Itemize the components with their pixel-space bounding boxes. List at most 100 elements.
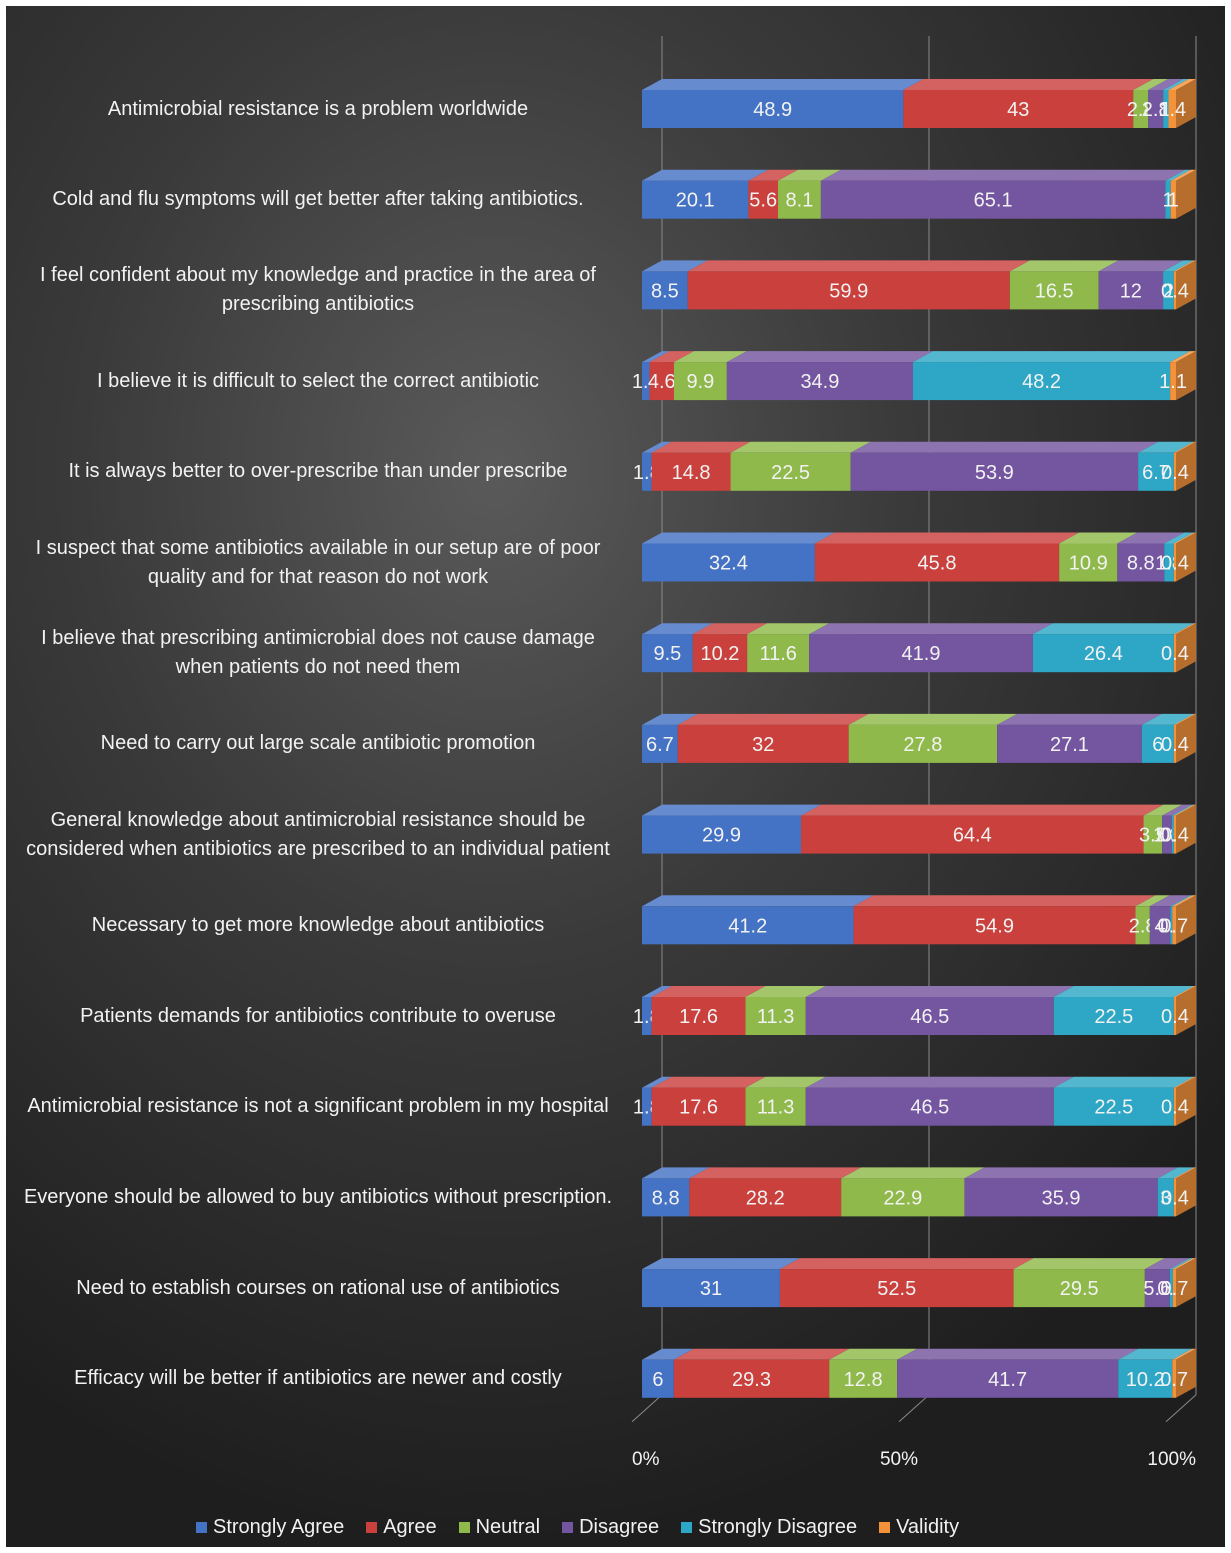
data-label: 0.4	[1161, 1006, 1189, 1028]
data-label: 9.9	[687, 371, 715, 393]
bar-segment: 0.4	[1161, 1167, 1196, 1217]
category-label: Antimicrobial resistance is a problem wo…	[107, 97, 529, 120]
legend-item: Agree	[366, 1516, 437, 1539]
bar-segment: 11.3	[745, 1076, 826, 1126]
data-label: 10.9	[1069, 553, 1108, 575]
bar-segment: 6.7	[1138, 441, 1194, 491]
data-label: 9.5	[653, 643, 681, 665]
bar-segment: 1.4	[1158, 79, 1196, 128]
bar-segment: 9.5	[642, 623, 713, 673]
data-label: 6	[652, 1369, 663, 1391]
data-label: 0.4	[1161, 825, 1189, 847]
bar-segment: 6	[642, 1348, 694, 1398]
plot-area: 48.9 43 2.82.811.420.1 5.6 8.1 65.1 118.5 59.9 1…	[631, 36, 1197, 1470]
data-label: 14.8	[672, 462, 711, 484]
bar-segment: 12.8	[829, 1348, 918, 1398]
legend-item: Validity	[879, 1516, 959, 1539]
bar-segment: 65.1	[820, 169, 1186, 219]
data-label: 34.9	[800, 371, 839, 393]
data-label: 0.7	[1160, 915, 1188, 937]
category-label: I feel confident about my knowledge and …	[40, 264, 596, 316]
data-label: 43	[1007, 99, 1029, 121]
bar-segment: 32	[677, 713, 869, 763]
bar-segment: 11.6	[747, 623, 830, 673]
bar-segment: 5.6	[1143, 1258, 1190, 1308]
data-label: 31	[700, 1278, 722, 1300]
data-label: 0.7	[1160, 1369, 1188, 1391]
bar-segment: 8.8	[642, 1167, 710, 1217]
category-label: Efficacy will be better if antibiotics a…	[74, 1367, 562, 1390]
bar-segment: 27.8	[848, 713, 1018, 763]
data-label: 46.5	[910, 1006, 949, 1028]
chart-panel: 48.9 43 2.8 2.8 1 1.4 20.1 5.6 8.1 65.1 1 1 8.5 59.9 1…	[6, 6, 1225, 1547]
bar-segment: 43	[903, 79, 1154, 128]
legend: Strongly Agree Agree Neutral Disagree Strong…	[196, 1516, 959, 1539]
data-label: 27.1	[1050, 734, 1089, 756]
data-label: 4	[1155, 915, 1166, 937]
data-label: 0.4	[1161, 462, 1189, 484]
bar-segment: 41.2	[642, 895, 874, 945]
legend-label: Strongly Disagree	[698, 1516, 858, 1538]
bar-segment: 2.8	[1127, 79, 1169, 128]
bar-segment: 4	[1149, 895, 1191, 945]
data-label: 41.2	[728, 915, 767, 937]
bar-segment: 10.9	[1059, 532, 1138, 582]
data-label: 2.8	[1142, 99, 1170, 121]
bar-segment: 32.4	[642, 532, 835, 582]
bar-segment: 52.5	[779, 1258, 1034, 1308]
bar-segment: 0.4	[1161, 1076, 1196, 1126]
category-label: I believe it is difficult to select the …	[96, 369, 540, 392]
data-label: 0.4	[1161, 1187, 1189, 1209]
bar-segment: 11.3	[745, 986, 826, 1035]
bar-segment: 29.3	[673, 1348, 850, 1398]
data-label: 10.2	[700, 643, 739, 665]
bar-segment: 0.4	[1161, 804, 1196, 854]
legend-item: Neutral	[458, 1516, 541, 1539]
category-label: Necessary to get more knowledge about an…	[91, 913, 545, 936]
bar-segment: 0.4	[1161, 441, 1196, 491]
data-label: 32.4	[709, 553, 748, 575]
legend-swatch	[562, 1522, 574, 1533]
data-label: 17.6	[679, 1097, 718, 1119]
category-label: I believe that prescribing antimicrobial…	[41, 627, 595, 679]
bar-segment: 1.1	[1159, 351, 1196, 401]
data-label: 22.9	[883, 1187, 922, 1209]
bar-segment: 10.2	[1118, 1348, 1193, 1398]
bar-segment: 46.5	[805, 1076, 1074, 1126]
bar-segment: 2.8	[1129, 895, 1170, 945]
bar-segment: 22.5	[1053, 1076, 1194, 1126]
data-label: 22.5	[771, 462, 810, 484]
bar-segment: 22.5	[730, 441, 871, 491]
data-label: 45.8	[918, 553, 957, 575]
legend-label: Disagree	[579, 1516, 660, 1538]
bar-segment: 1	[1162, 169, 1191, 219]
bar-segment: 8.5	[642, 260, 708, 310]
category-label: Need to carry out large scale antibiotic…	[100, 732, 536, 755]
data-label: 1.4	[1158, 99, 1186, 121]
data-label: 12	[1120, 280, 1142, 302]
data-label: 0.4	[1161, 1097, 1189, 1119]
data-label: 27.8	[903, 734, 942, 756]
data-label: 65.1	[974, 190, 1013, 212]
data-label: 28.2	[746, 1187, 785, 1209]
legend-label: Strongly Agree	[213, 1516, 345, 1538]
bar-segment: 2	[1163, 260, 1194, 310]
bar-segment: 3	[1157, 1167, 1194, 1217]
bar-segment: 0.7	[1160, 1348, 1196, 1398]
bar-segment: 2.8	[1142, 79, 1184, 128]
category-label: Need to establish courses on rational us…	[76, 1276, 560, 1299]
legend-swatch	[366, 1522, 378, 1533]
bar-segment: 17.6	[651, 986, 766, 1035]
category-label: Antimicrobial resistance is not a signif…	[27, 1095, 609, 1118]
data-label: 29.5	[1060, 1278, 1099, 1300]
data-label: 11.3	[757, 1006, 794, 1028]
category-label: Everyone should be allowed to buy antibi…	[23, 1185, 613, 1208]
data-label: 0.4	[1161, 553, 1189, 575]
legend-swatch	[196, 1522, 207, 1533]
data-label: 41.9	[902, 643, 941, 665]
data-label: 6	[1152, 734, 1163, 756]
category-label: It is always better to over-prescribe th…	[68, 460, 568, 483]
bar-segment: 0.4	[1161, 623, 1196, 673]
legend-label: Neutral	[475, 1516, 541, 1538]
data-label: 17.6	[679, 1006, 718, 1028]
